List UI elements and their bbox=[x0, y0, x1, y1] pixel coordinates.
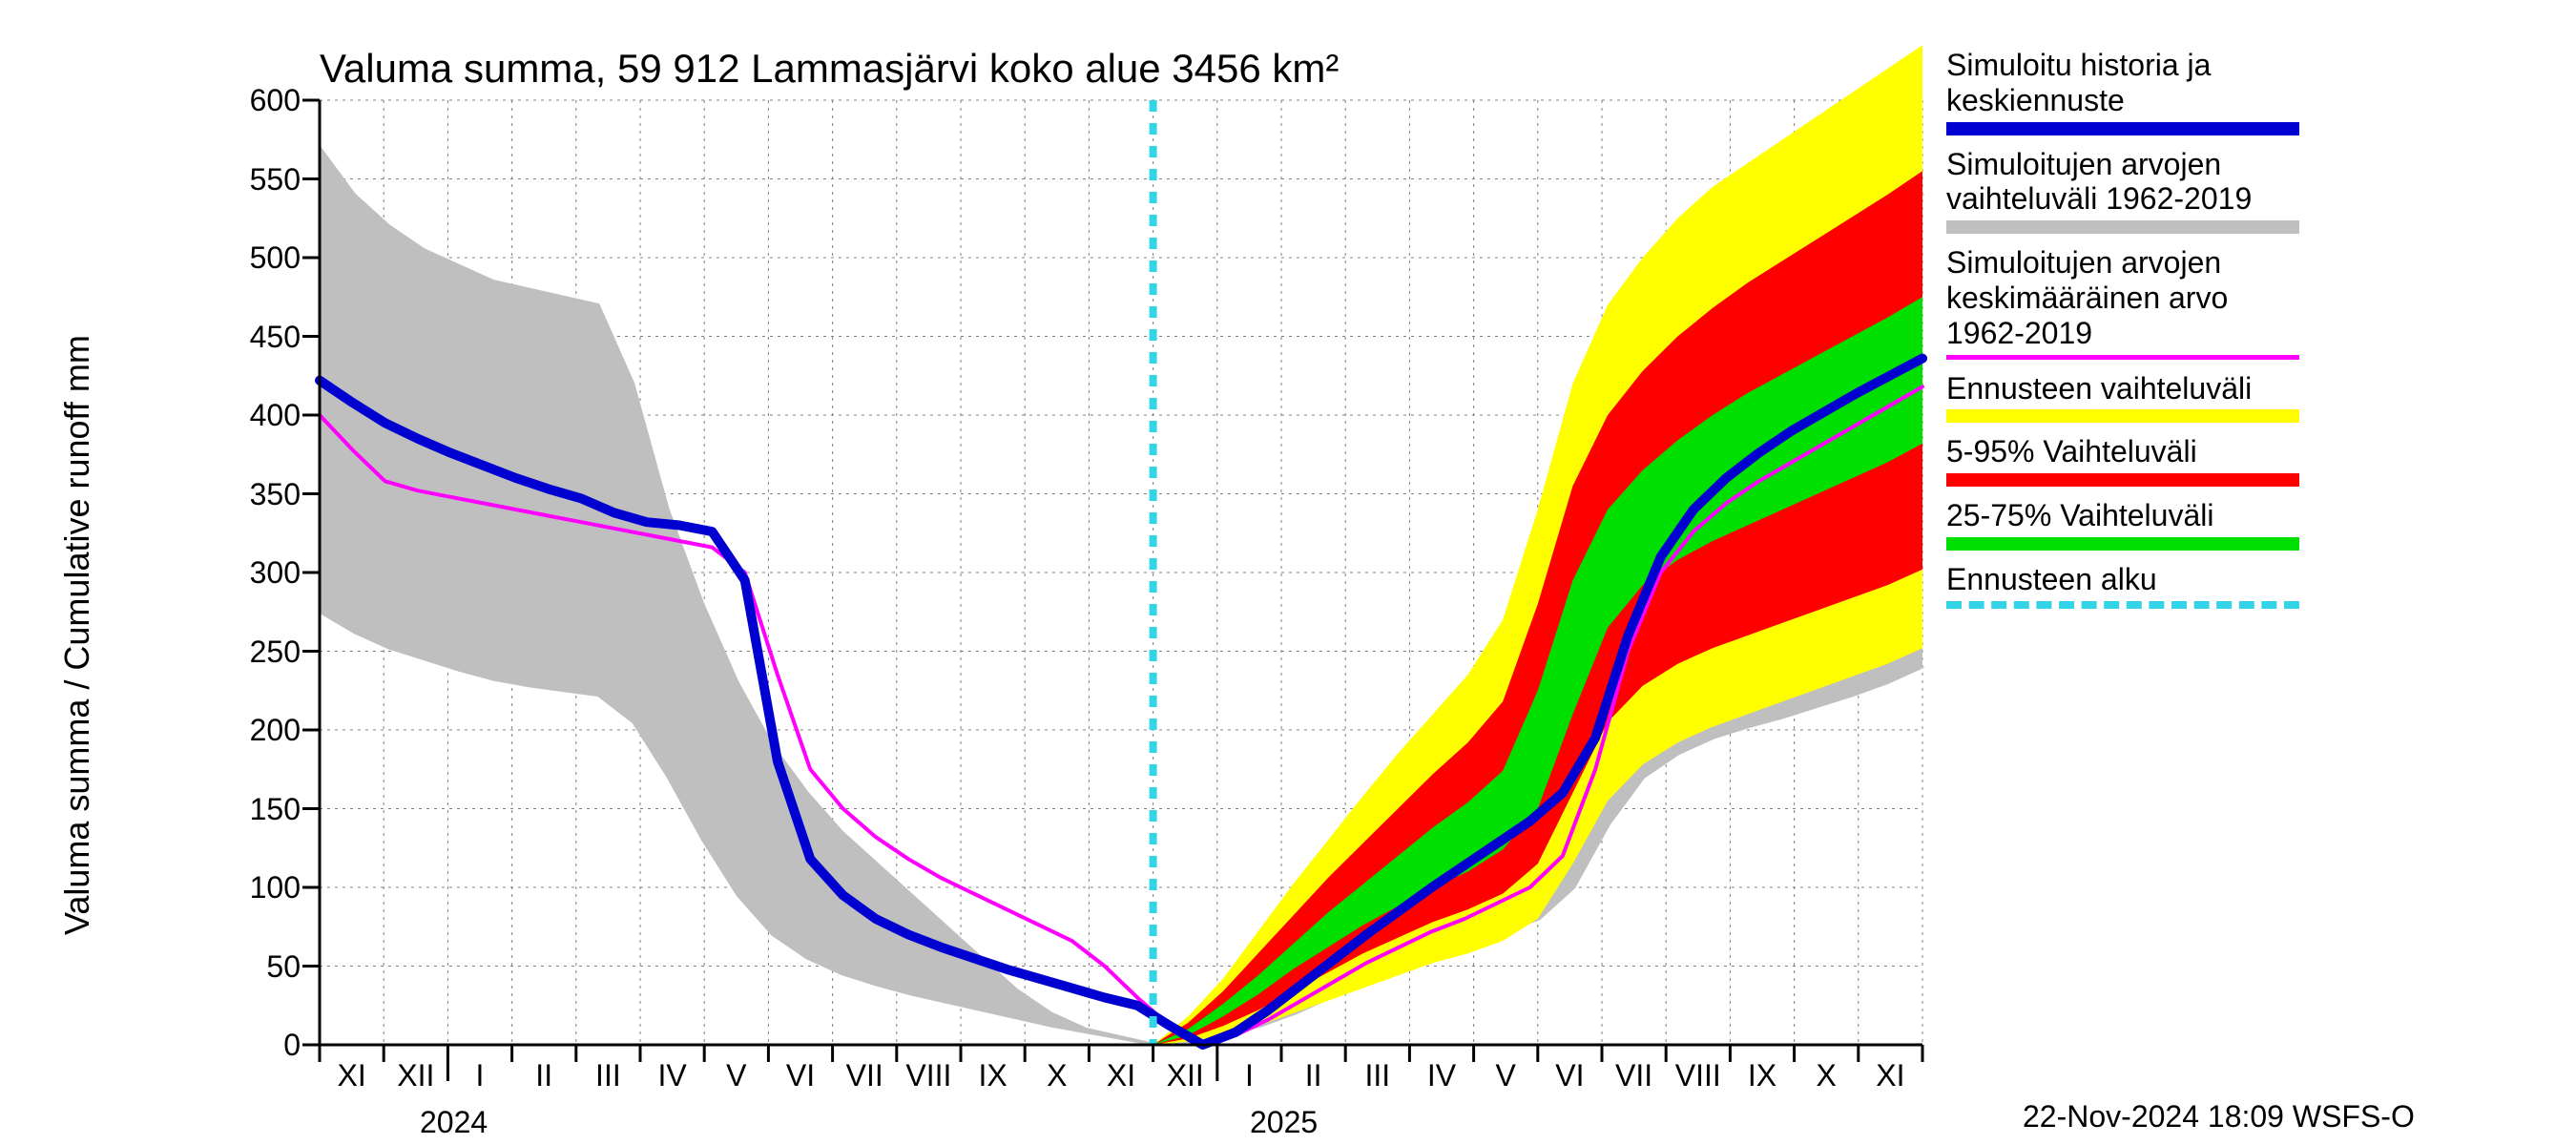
y-tick-label: 0 bbox=[205, 1028, 301, 1063]
y-tick-label: 50 bbox=[205, 949, 301, 985]
y-tick-label: 500 bbox=[205, 240, 301, 276]
x-tick-label: X bbox=[1817, 1058, 1837, 1093]
y-tick-label: 450 bbox=[205, 320, 301, 355]
legend-entry: Ennusteen alku bbox=[1946, 562, 2328, 609]
legend-entry: Ennusteen vaihteluväli bbox=[1946, 371, 2328, 424]
x-tick-label: IV bbox=[1427, 1058, 1456, 1093]
x-tick-label: III bbox=[1364, 1058, 1390, 1093]
legend-label: Ennusteen alku bbox=[1946, 562, 2328, 597]
legend-label: 5-95% Vaihteluväli bbox=[1946, 434, 2328, 469]
y-tick-label: 550 bbox=[205, 162, 301, 198]
x-tick-label: XII bbox=[397, 1058, 434, 1093]
y-axis-label: Valuma summa / Cumulative runoff mm bbox=[57, 335, 97, 935]
x-tick-label: VII bbox=[1615, 1058, 1652, 1093]
legend-swatch bbox=[1946, 601, 2299, 609]
y-tick-label: 100 bbox=[205, 870, 301, 906]
legend-label: 25-75% Vaihteluväli bbox=[1946, 498, 2328, 533]
y-tick-label: 250 bbox=[205, 635, 301, 670]
y-tick-label: 200 bbox=[205, 713, 301, 748]
y-tick-label: 350 bbox=[205, 477, 301, 512]
legend-swatch bbox=[1946, 537, 2299, 551]
x-tick-label: XI bbox=[337, 1058, 365, 1093]
plot-area bbox=[320, 100, 1922, 1045]
x-tick-label: IX bbox=[1748, 1058, 1776, 1093]
x-tick-label: VIII bbox=[1675, 1058, 1721, 1093]
legend-entry: Simuloitu historia jakeskiennuste bbox=[1946, 48, 2328, 135]
x-tick-label: VI bbox=[786, 1058, 815, 1093]
legend-entry: Simuloitujen arvojenkeskimääräinen arvo … bbox=[1946, 245, 2328, 359]
x-tick-label: VI bbox=[1555, 1058, 1584, 1093]
legend-label: Simuloitujen arvojen bbox=[1946, 147, 2328, 182]
y-tick-label: 400 bbox=[205, 398, 301, 433]
x-tick-label: VIII bbox=[905, 1058, 951, 1093]
footer-timestamp: 22-Nov-2024 18:09 WSFS-O bbox=[2023, 1099, 2415, 1135]
legend-swatch bbox=[1946, 473, 2299, 487]
x-tick-label: IV bbox=[657, 1058, 686, 1093]
x-tick-label: V bbox=[726, 1058, 746, 1093]
y-tick-label: 150 bbox=[205, 792, 301, 827]
year-label-2: 2025 bbox=[1250, 1105, 1318, 1140]
legend-label: Ennusteen vaihteluväli bbox=[1946, 371, 2328, 406]
x-tick-label: I bbox=[476, 1058, 485, 1093]
x-tick-label: VII bbox=[846, 1058, 883, 1093]
x-tick-label: V bbox=[1496, 1058, 1516, 1093]
x-tick-label: XI bbox=[1107, 1058, 1135, 1093]
y-tick-label: 600 bbox=[205, 83, 301, 118]
legend-label: 1962-2019 bbox=[1946, 316, 2328, 351]
legend-entry: 5-95% Vaihteluväli bbox=[1946, 434, 2328, 487]
legend-swatch bbox=[1946, 355, 2299, 360]
x-tick-label: I bbox=[1245, 1058, 1254, 1093]
chart-title: Valuma summa, 59 912 Lammasjärvi koko al… bbox=[320, 46, 1339, 92]
x-tick-label: IX bbox=[978, 1058, 1007, 1093]
x-tick-label: XII bbox=[1167, 1058, 1204, 1093]
legend-swatch bbox=[1946, 122, 2299, 135]
legend-label: keskimääräinen arvo bbox=[1946, 281, 2328, 316]
x-tick-label: II bbox=[1305, 1058, 1322, 1093]
legend-entry: Simuloitujen arvojenvaihteluväli 1962-20… bbox=[1946, 147, 2328, 235]
legend-swatch bbox=[1946, 220, 2299, 234]
x-tick-label: III bbox=[595, 1058, 621, 1093]
legend-label: vaihteluväli 1962-2019 bbox=[1946, 181, 2328, 217]
legend-label: Simuloitu historia ja bbox=[1946, 48, 2328, 83]
x-tick-label: II bbox=[535, 1058, 552, 1093]
year-label-1: 2024 bbox=[420, 1105, 488, 1140]
legend-label: keskiennuste bbox=[1946, 83, 2328, 118]
legend: Simuloitu historia jakeskiennusteSimuloi… bbox=[1946, 48, 2328, 620]
y-tick-label: 300 bbox=[205, 555, 301, 591]
x-tick-label: XI bbox=[1876, 1058, 1904, 1093]
x-tick-label: X bbox=[1047, 1058, 1067, 1093]
chart-page: Valuma summa, 59 912 Lammasjärvi koko al… bbox=[0, 0, 2576, 1145]
legend-swatch bbox=[1946, 409, 2299, 423]
legend-label: Simuloitujen arvojen bbox=[1946, 245, 2328, 281]
legend-entry: 25-75% Vaihteluväli bbox=[1946, 498, 2328, 551]
